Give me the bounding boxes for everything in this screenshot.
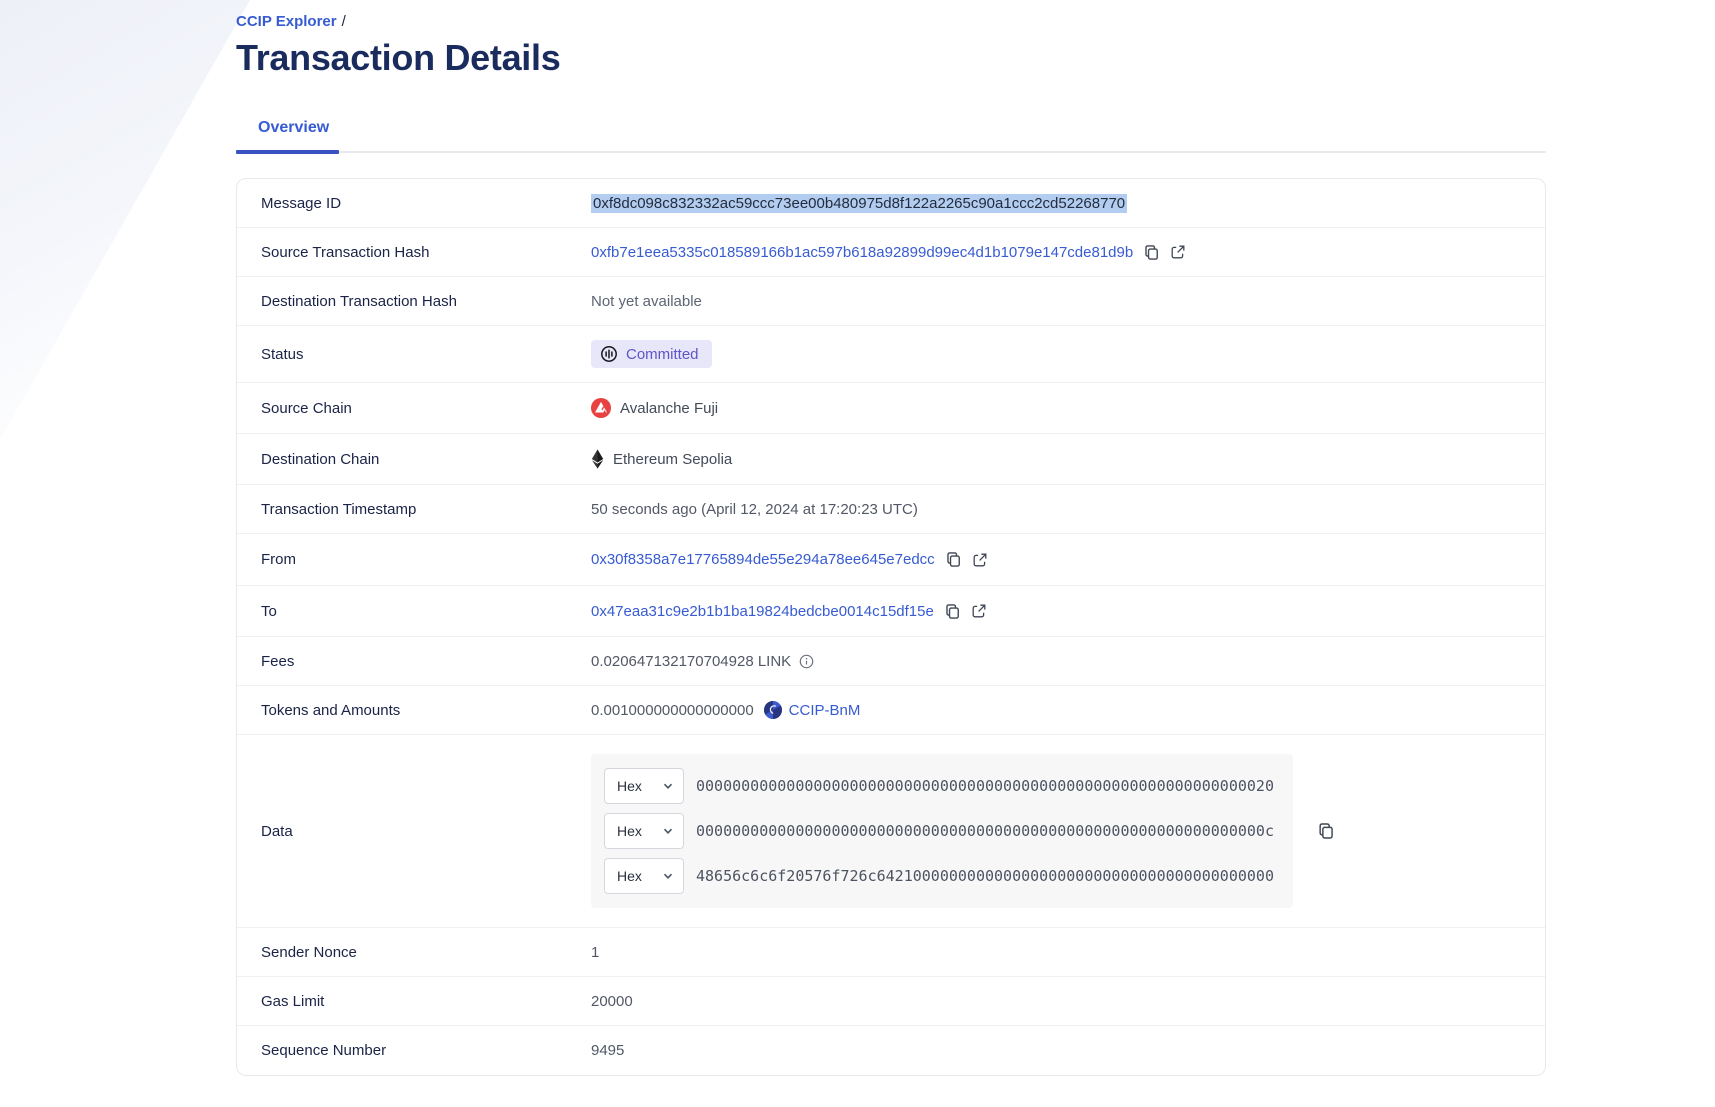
row-label: To [261, 602, 277, 620]
row-fees: Fees 0.020647132170704928 LINK [237, 637, 1545, 686]
row-sequence-number: Sequence Number 9495 [237, 1026, 1545, 1075]
to-address-link[interactable]: 0x47eaa31c9e2b1b1ba19824bedcbe0014c15df1… [591, 602, 934, 620]
source-transaction-hash-link[interactable]: 0xfb7e1eea5335c018589166b1ac597b618a9289… [591, 243, 1134, 261]
sender-nonce-value: 1 [591, 943, 600, 961]
row-source-transaction-hash: Source Transaction Hash 0xfb7e1eea5335c0… [237, 228, 1545, 277]
destination-chain-name: Ethereum Sepolia [613, 450, 733, 468]
status-badge-label: Committed [626, 345, 699, 363]
row-data: Data Hex 0000000000000000000000000000000… [237, 735, 1545, 928]
row-label: Source Transaction Hash [261, 243, 430, 261]
row-label: Destination Transaction Hash [261, 292, 457, 310]
message-id-value[interactable]: 0xf8dc098c832332ac59ccc73ee00b480975d8f1… [591, 193, 1128, 213]
data-entry: Hex 48656c6c6f20576f726c6421000000000000… [604, 858, 1277, 894]
chevron-down-icon [662, 780, 674, 792]
row-message-id: Message ID 0xf8dc098c832332ac59ccc73ee00… [237, 179, 1545, 228]
status-badge: Committed [591, 340, 712, 368]
chevron-down-icon [662, 870, 674, 882]
copy-icon[interactable] [1143, 244, 1160, 261]
row-label: Transaction Timestamp [261, 500, 417, 518]
external-link-icon[interactable] [1170, 244, 1186, 260]
row-destination-chain: Destination Chain Ethereum Sepolia [237, 434, 1545, 485]
transaction-details-card: Message ID 0xf8dc098c832332ac59ccc73ee00… [236, 178, 1546, 1076]
transaction-details-page: CCIP Explorer / Transaction Details Overv… [236, 0, 1546, 1076]
hex-data-value: 0000000000000000000000000000000000000000… [696, 822, 1274, 840]
fees-value: 0.020647132170704928 LINK [591, 652, 792, 670]
encoding-select[interactable]: Hex [604, 813, 684, 849]
chevron-down-icon [662, 825, 674, 837]
from-address-link[interactable]: 0x30f8358a7e17765894de55e294a78ee645e7ed… [591, 551, 935, 568]
encoding-select[interactable]: Hex [604, 768, 684, 804]
row-label: Data [261, 822, 293, 840]
row-source-chain: Source Chain Avalanche Fuji [237, 383, 1545, 434]
source-chain-name: Avalanche Fuji [620, 399, 719, 417]
tab-bar: Overview [236, 119, 1546, 154]
ethereum-icon [591, 449, 604, 469]
hex-data-value: 0000000000000000000000000000000000000000… [696, 777, 1274, 795]
external-link-icon[interactable] [972, 552, 988, 568]
hex-data-value: 48656c6c6f20576f726c64210000000000000000… [696, 867, 1274, 885]
ccip-bnm-token-icon [763, 701, 782, 719]
data-entry: Hex 000000000000000000000000000000000000… [604, 813, 1277, 849]
avalanche-icon [591, 398, 611, 418]
row-from: From 0x30f8358a7e17765894de55e294a78ee64… [237, 534, 1545, 586]
row-to: To 0x47eaa31c9e2b1b1ba19824bedcbe0014c15… [237, 586, 1545, 637]
row-label: Sender Nonce [261, 943, 357, 961]
timestamp-value: 50 seconds ago (April 12, 2024 at 17:20:… [591, 500, 918, 518]
breadcrumb-separator: / [341, 13, 346, 30]
breadcrumb-ccip-explorer-link[interactable]: CCIP Explorer [236, 13, 337, 30]
corner-gradient-decoration [0, 0, 250, 440]
row-label: From [261, 551, 296, 568]
row-label: Gas Limit [261, 992, 325, 1010]
committed-status-icon [600, 345, 618, 363]
copy-icon[interactable] [1317, 822, 1335, 840]
encoding-select-value: Hex [617, 868, 642, 884]
encoding-select-value: Hex [617, 778, 642, 794]
copy-icon[interactable] [945, 551, 962, 568]
breadcrumb: CCIP Explorer / [236, 0, 1546, 30]
token-name-link[interactable]: CCIP-BnM [788, 701, 861, 719]
row-label: Message ID [261, 194, 342, 212]
encoding-select-value: Hex [617, 823, 642, 839]
info-icon[interactable] [799, 654, 814, 669]
row-transaction-timestamp: Transaction Timestamp 50 seconds ago (Ap… [237, 485, 1545, 534]
row-label: Fees [261, 652, 295, 670]
gas-limit-value: 20000 [591, 992, 633, 1010]
token-amount: 0.001000000000000000 [591, 701, 754, 719]
row-gas-limit: Gas Limit 20000 [237, 977, 1545, 1026]
row-label: Status [261, 345, 304, 363]
data-hex-panel: Hex 000000000000000000000000000000000000… [591, 754, 1293, 908]
encoding-select[interactable]: Hex [604, 858, 684, 894]
page-title: Transaction Details [236, 37, 561, 78]
row-destination-transaction-hash: Destination Transaction Hash Not yet ava… [237, 277, 1545, 326]
row-sender-nonce: Sender Nonce 1 [237, 928, 1545, 977]
data-entry: Hex 000000000000000000000000000000000000… [604, 768, 1277, 804]
row-status: Status Committed [237, 326, 1545, 383]
copy-icon[interactable] [944, 603, 961, 620]
row-label: Destination Chain [261, 450, 380, 468]
destination-hash-status-text: Not yet available [591, 292, 702, 310]
sequence-number-value: 9495 [591, 1042, 625, 1059]
tab-overview[interactable]: Overview [236, 119, 340, 154]
external-link-icon[interactable] [971, 603, 987, 619]
row-tokens-and-amounts: Tokens and Amounts 0.001000000000000000 … [237, 686, 1545, 735]
row-label: Tokens and Amounts [261, 701, 401, 719]
row-label: Sequence Number [261, 1042, 387, 1059]
row-label: Source Chain [261, 399, 352, 417]
